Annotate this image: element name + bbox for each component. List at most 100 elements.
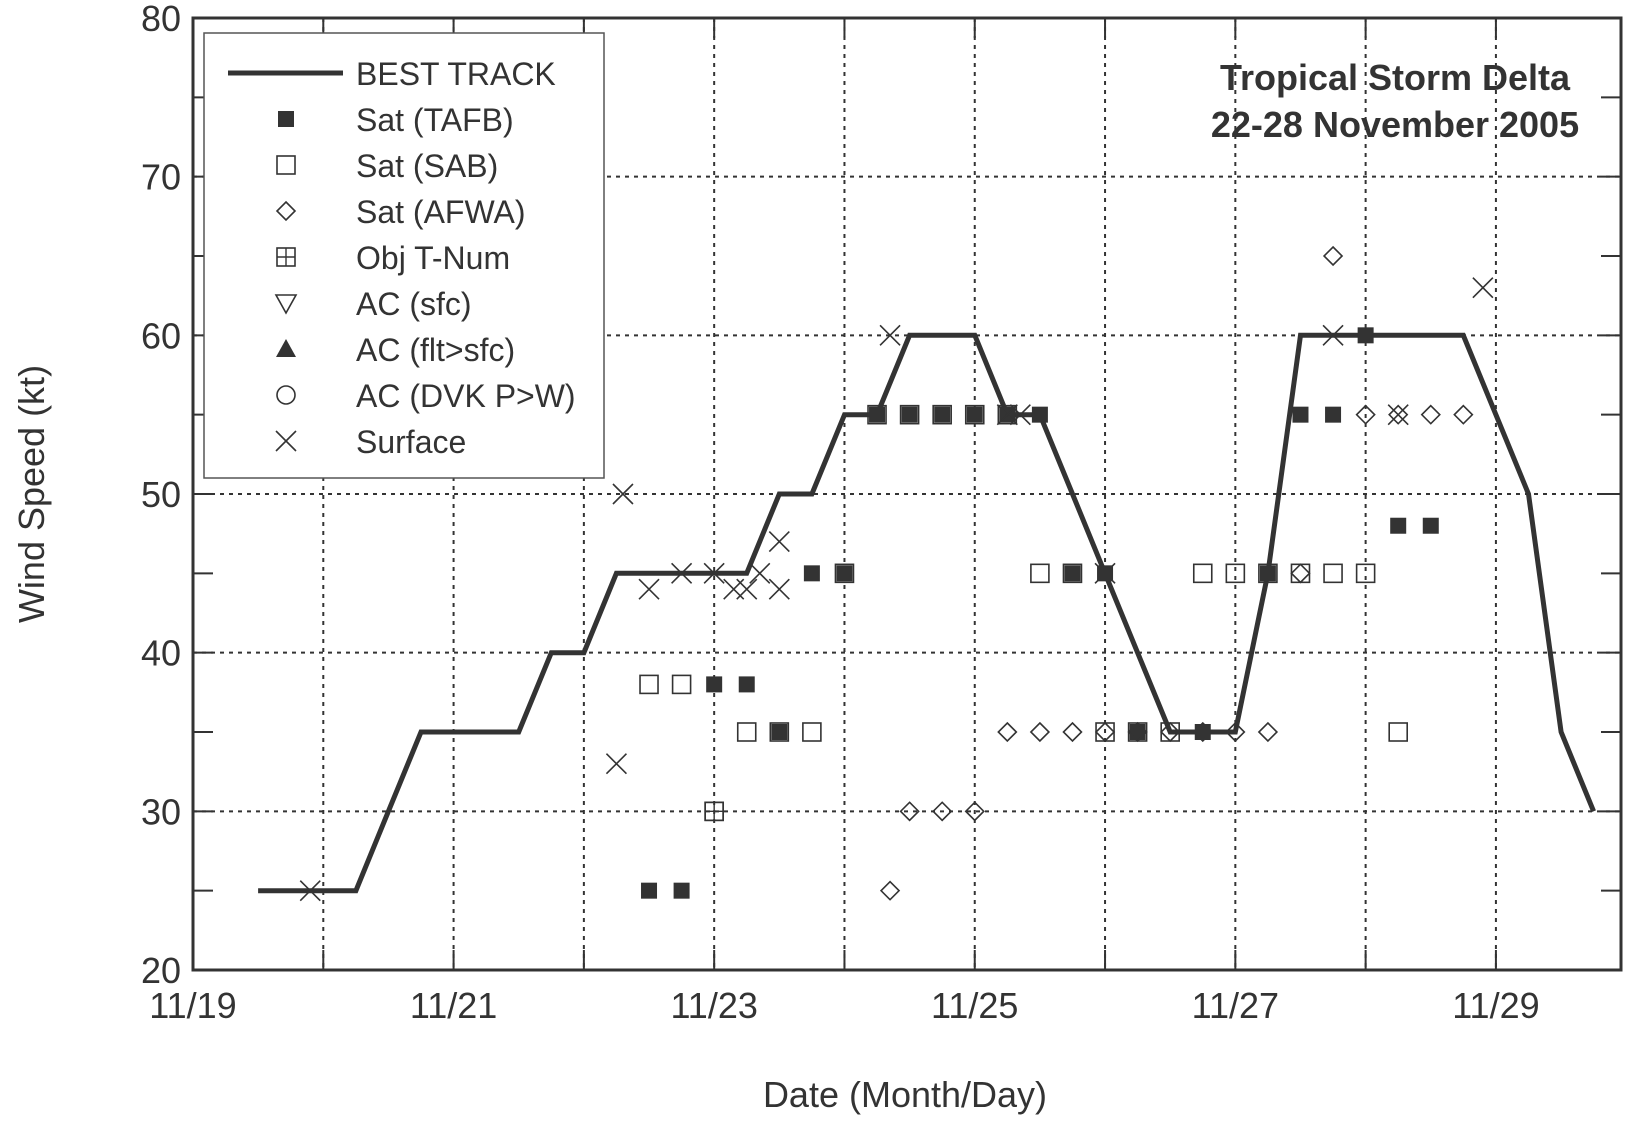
open-square-marker (834, 563, 855, 584)
open-square-marker (932, 404, 952, 425)
data-point-open-diamond (879, 880, 901, 901)
legend-label: AC (DVK P>W) (356, 378, 576, 414)
x-tick-label: 11/21 (410, 985, 497, 1026)
diamond-marker (1290, 563, 1311, 584)
diamond-marker (964, 801, 985, 822)
cross-stroke (1387, 404, 1409, 426)
plot-frame (191, 16, 1623, 972)
data-point-cross (1472, 277, 1494, 299)
filled-square-marker (836, 565, 853, 582)
open-square-marker (769, 722, 790, 742)
legend-label: AC (sfc) (356, 286, 472, 322)
cross-stroke (275, 430, 297, 452)
open-square-marker (1355, 563, 1376, 584)
y-tick-label: 70 (141, 157, 181, 198)
diamond-marker (1029, 721, 1051, 743)
open-square-marker (1388, 722, 1409, 742)
data-point-open-diamond (997, 721, 1018, 743)
cross-stroke (1094, 562, 1116, 584)
filled-square-marker (966, 406, 983, 423)
y-tick-label: 50 (141, 474, 181, 515)
data-point-cross (299, 880, 321, 902)
triangle-down-marker (274, 294, 298, 315)
data-point-cross (605, 753, 628, 775)
data-point-filled-square (1390, 517, 1407, 534)
x-axis-label: Date (Month/Day) (763, 1074, 1047, 1115)
legend-marker-filled-triangle-up (276, 339, 296, 357)
cross-stroke (749, 562, 771, 584)
diamond-marker (1355, 404, 1376, 425)
x-tick-label: 11/23 (670, 985, 757, 1026)
data-point-open-square (1192, 563, 1213, 584)
open-square-marker (1062, 563, 1083, 584)
filled-square-marker (1325, 406, 1342, 423)
data-point-open-diamond (1192, 721, 1213, 743)
y-tick-label: 80 (141, 0, 181, 39)
data-point-open-diamond (1388, 404, 1409, 425)
data-point-open-diamond (1257, 721, 1279, 743)
diamond-marker (1127, 721, 1148, 743)
open-square-marker (964, 404, 985, 425)
x-tick-label: 11/29 (1452, 985, 1539, 1026)
cross-stroke (879, 324, 901, 346)
legend: BEST TRACK Sat (TAFB) Sat (SAB) Sat (AFWA) O… (203, 32, 605, 479)
data-point-open-square (964, 404, 985, 425)
cross-stroke (638, 578, 660, 600)
data-point-open-diamond (1225, 721, 1246, 743)
legend-marker-plus-square (276, 247, 296, 267)
data-point-plus-square (704, 801, 724, 822)
y-tick-label: 30 (141, 791, 181, 832)
data-point-filled-square (1292, 406, 1309, 423)
diamond-marker (1160, 721, 1181, 743)
data-point-open-square (639, 674, 659, 695)
cross-stroke (736, 578, 758, 600)
observation-markers (299, 245, 1494, 902)
data-point-open-diamond (1290, 563, 1311, 584)
cross-stroke (605, 753, 628, 775)
cross-stroke (768, 578, 790, 600)
chart-title: Tropical Storm Delta (1220, 57, 1571, 98)
legend-label: Obj T-Num (356, 240, 510, 276)
data-point-filled-square (1031, 406, 1048, 423)
cross-stroke (1472, 277, 1494, 299)
legend-marker-open-square (276, 155, 296, 175)
x-tick-label: 11/27 (1192, 985, 1279, 1026)
filled-square-marker (1064, 565, 1081, 582)
data-point-open-diamond (964, 801, 985, 822)
diamond-marker (1322, 245, 1344, 267)
filled-square-marker (641, 882, 658, 899)
data-point-open-square (1323, 563, 1343, 584)
diamond-marker (899, 801, 920, 822)
data-point-open-square (802, 722, 822, 742)
data-point-open-diamond (1322, 245, 1344, 267)
filled-square-marker (1129, 724, 1146, 740)
cross-stroke (671, 562, 693, 584)
filled-square-marker (869, 406, 886, 423)
open-square-marker (1225, 563, 1246, 584)
data-point-filled-square (966, 406, 983, 423)
data-point-open-square (671, 674, 692, 695)
open-square-marker (867, 404, 887, 425)
data-point-open-diamond (899, 801, 920, 822)
filled-square-marker (934, 406, 951, 423)
legend-marker-cross (275, 430, 297, 452)
data-point-cross (1387, 404, 1409, 426)
open-square-marker (1192, 563, 1213, 584)
y-tick-label: 20 (141, 950, 181, 991)
data-point-cross (703, 562, 725, 584)
cross-stroke (299, 880, 321, 902)
legend-label: Sat (AFWA) (356, 194, 525, 230)
legend-label: Sat (SAB) (356, 148, 498, 184)
data-point-filled-square (836, 565, 853, 582)
data-point-open-diamond (1355, 404, 1376, 425)
filled-square-marker (1357, 327, 1374, 344)
data-point-filled-square (771, 724, 788, 740)
data-point-open-square (867, 404, 887, 425)
data-point-open-square (1062, 563, 1083, 584)
cross-stroke (612, 483, 634, 505)
legend-label: BEST TRACK (356, 56, 556, 92)
y-tick-label: 60 (141, 315, 181, 356)
diamond-marker (1453, 404, 1474, 425)
